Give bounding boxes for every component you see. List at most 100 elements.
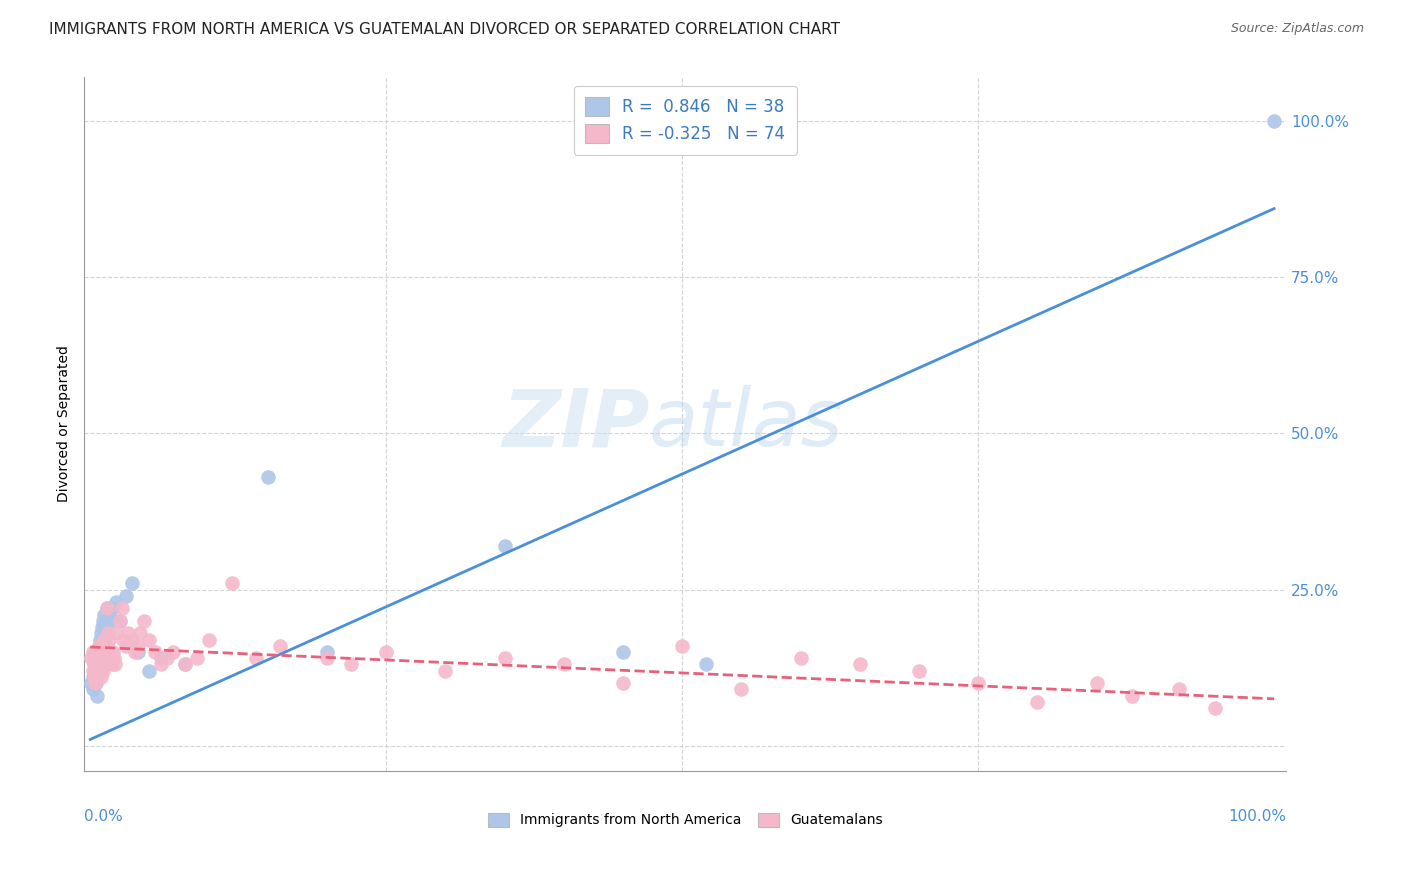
Point bbox=[101, 645, 124, 659]
Point bbox=[111, 601, 134, 615]
Point bbox=[789, 651, 811, 665]
Point bbox=[91, 620, 114, 634]
Point bbox=[103, 614, 125, 628]
Point bbox=[98, 632, 121, 647]
Point bbox=[316, 645, 339, 659]
Point bbox=[162, 645, 184, 659]
Point bbox=[1204, 701, 1226, 715]
Point bbox=[1263, 114, 1285, 128]
Point bbox=[150, 657, 173, 672]
Point bbox=[108, 614, 131, 628]
Point bbox=[91, 657, 114, 672]
Point bbox=[245, 651, 267, 665]
Point bbox=[494, 651, 516, 665]
Point bbox=[730, 682, 752, 697]
Point bbox=[100, 651, 122, 665]
Point bbox=[89, 632, 111, 647]
Point bbox=[97, 626, 120, 640]
Point bbox=[97, 645, 120, 659]
Point bbox=[96, 601, 118, 615]
Point bbox=[84, 651, 107, 665]
Point bbox=[316, 651, 339, 665]
Point bbox=[94, 657, 117, 672]
Point bbox=[87, 657, 110, 672]
Point bbox=[494, 539, 516, 553]
Point bbox=[82, 682, 104, 697]
Text: atlas: atlas bbox=[650, 385, 844, 463]
Point bbox=[87, 657, 110, 672]
Point bbox=[91, 639, 114, 653]
Point bbox=[84, 676, 107, 690]
Point bbox=[87, 639, 110, 653]
Point bbox=[86, 689, 108, 703]
Point bbox=[186, 651, 208, 665]
Point bbox=[93, 632, 115, 647]
Point bbox=[105, 626, 128, 640]
Point bbox=[612, 676, 634, 690]
Point bbox=[82, 670, 104, 684]
Point bbox=[93, 651, 115, 665]
Point bbox=[138, 664, 160, 678]
Point bbox=[257, 470, 280, 484]
Legend: Immigrants from North America, Guatemalans: Immigrants from North America, Guatemala… bbox=[482, 807, 889, 833]
Point bbox=[93, 607, 115, 622]
Point bbox=[90, 651, 112, 665]
Point bbox=[97, 614, 120, 628]
Point bbox=[145, 645, 167, 659]
Point bbox=[129, 626, 152, 640]
Point bbox=[89, 664, 111, 678]
Point bbox=[100, 601, 122, 615]
Point bbox=[114, 639, 136, 653]
Point bbox=[1168, 682, 1191, 697]
Point bbox=[174, 657, 197, 672]
Point bbox=[967, 676, 990, 690]
Point bbox=[150, 651, 173, 665]
Point bbox=[269, 639, 291, 653]
Point bbox=[90, 645, 112, 659]
Point bbox=[86, 664, 108, 678]
Text: 0.0%: 0.0% bbox=[84, 809, 124, 824]
Point bbox=[908, 664, 931, 678]
Point bbox=[849, 657, 872, 672]
Point bbox=[127, 645, 149, 659]
Point bbox=[89, 645, 111, 659]
Point bbox=[1026, 695, 1049, 709]
Point bbox=[84, 645, 107, 659]
Point bbox=[82, 664, 104, 678]
Point bbox=[553, 657, 575, 672]
Point bbox=[91, 664, 114, 678]
Point bbox=[83, 651, 105, 665]
Point bbox=[117, 626, 139, 640]
Point bbox=[86, 651, 108, 665]
Point bbox=[221, 576, 243, 591]
Text: IMMIGRANTS FROM NORTH AMERICA VS GUATEMALAN DIVORCED OR SEPARATED CORRELATION CH: IMMIGRANTS FROM NORTH AMERICA VS GUATEMA… bbox=[49, 22, 841, 37]
Point bbox=[98, 607, 121, 622]
Point bbox=[100, 657, 122, 672]
Point bbox=[83, 664, 105, 678]
Point bbox=[80, 651, 103, 665]
Point bbox=[339, 657, 361, 672]
Point bbox=[695, 657, 717, 672]
Point bbox=[132, 614, 155, 628]
Point bbox=[114, 589, 136, 603]
Point bbox=[82, 645, 104, 659]
Point bbox=[80, 676, 103, 690]
Point bbox=[156, 651, 179, 665]
Text: ZIP: ZIP bbox=[502, 385, 650, 463]
Point bbox=[83, 657, 105, 672]
Point bbox=[108, 614, 131, 628]
Point bbox=[103, 651, 125, 665]
Y-axis label: Divorced or Separated: Divorced or Separated bbox=[58, 345, 72, 502]
Point bbox=[104, 657, 127, 672]
Point bbox=[96, 601, 118, 615]
Point bbox=[1085, 676, 1108, 690]
Point bbox=[86, 670, 108, 684]
Point bbox=[671, 639, 693, 653]
Point bbox=[124, 645, 146, 659]
Point bbox=[138, 632, 160, 647]
Point bbox=[84, 657, 107, 672]
Point bbox=[121, 632, 143, 647]
Point bbox=[94, 626, 117, 640]
Point bbox=[105, 595, 128, 609]
Point bbox=[94, 639, 117, 653]
